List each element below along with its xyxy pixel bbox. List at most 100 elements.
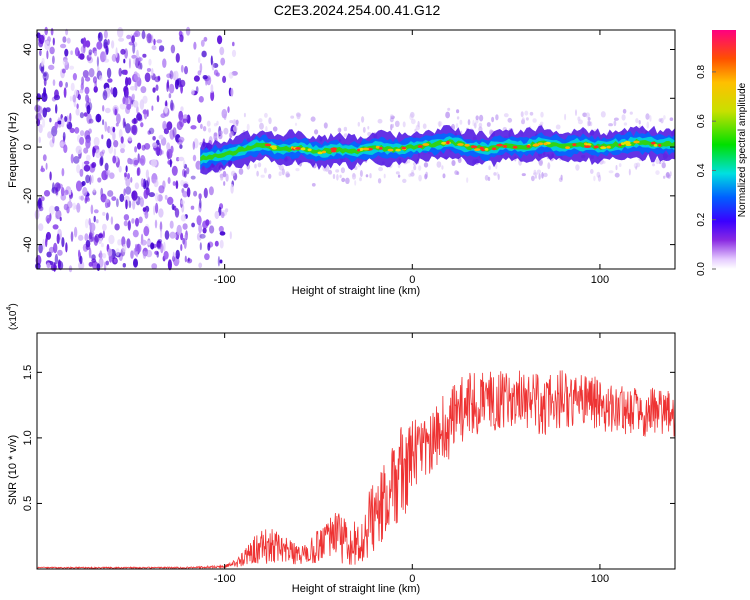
spectrogram-noise-cell [145,169,149,179]
spectrogram-noise-cell [43,190,51,197]
spectrogram-scatter-cell [495,114,499,121]
spectrogram-noise-cell [110,216,114,225]
signal-peak-cell [457,143,464,146]
spectrogram-scatter-cell [295,112,301,117]
spectrogram-noise-cell [190,175,196,180]
spectrogram-noise-cell [131,118,138,125]
spectrogram-noise-cell [102,211,106,216]
signal-peak-cell [446,141,450,145]
spectrogram-noise-cell [80,45,86,54]
spectrogram-noise-cell [46,50,49,60]
spectrogram-noise-cell [191,222,196,228]
spectrogram-noise-cell [183,170,187,178]
svg-text:(x104): (x104) [6,303,19,330]
signal-peak-cell [543,142,548,146]
spectrogram-scatter-cell [586,120,591,127]
spectrogram-noise-cell [163,241,166,252]
spectrogram-noise-cell [199,62,203,73]
spectrogram-noise-cell [135,250,139,258]
spectrogram-noise-cell [172,181,176,186]
spectrogram-noise-cell [139,62,143,70]
spectrogram-scatter-cell [521,117,525,125]
spectrogram-noise-cell [40,165,44,171]
spectrogram-noise-cell [48,64,55,70]
spectrogram-scatter-cell [596,171,601,178]
spectrogram-noise-cell [103,38,108,49]
spectrogram-noise-cell [150,159,158,167]
spectrogram-noise-cell [160,137,167,146]
spectrogram-noise-cell [107,190,114,197]
spectrogram-scatter-cell [264,112,268,118]
spectrogram-scatter-cell [456,116,460,120]
spectrogram-noise-cell [198,57,201,64]
spectrogram-noise-cell [99,157,104,167]
spectrogram-noise-cell [38,37,42,42]
spectrogram-scatter-cell [354,180,357,186]
spectrogram-noise-cell [183,238,187,249]
spectrogram-noise-cell [45,237,48,248]
spectrogram-noise-cell [185,26,191,36]
spectrogram-noise-cell [118,37,125,42]
spectrogram-noise-cell [88,261,94,267]
spectrogram-noise-cell [117,27,124,38]
spectrogram-scatter-cell [455,123,459,129]
spectrogram-scatter-cell [661,162,666,169]
spectrogram-scatter-cell [613,120,617,127]
spectrogram-noise-cell [222,75,227,83]
spectrogram-noise-cell [64,48,69,57]
spectrogram-scatter-cell [281,168,285,176]
spectrogram-noise-cell [101,253,107,259]
spectrogram-noise-cell [156,251,159,258]
spectrogram-noise-cell [180,64,184,73]
spectrogram-noise-cell [84,130,91,141]
spectrogram-noise-cell [123,220,128,227]
spectrogram-noise-cell [69,95,72,102]
spectrogram-noise-cell [204,253,210,261]
spectrogram-noise-cell [134,182,140,190]
spectrogram-noise-cell [104,201,109,209]
snr-y-tick-label: 0.5 [22,496,34,511]
spectrogram-noise-cell [56,233,60,245]
spectrogram-noise-cell [79,53,85,60]
spectrogram-noise-cell [134,146,138,153]
spectrogram-noise-cell [87,96,90,103]
spectrogram-scatter-cell [335,169,340,173]
spectrogram-noise-cell [79,136,85,145]
spectrogram-noise-cell [61,168,65,177]
signal-peak-cell [474,148,481,152]
spectrogram-scatter-cell [230,170,236,177]
spectrogram-noise-cell [73,226,78,238]
spectrogram-scatter-cell [441,165,444,170]
spectrogram-scatter-cell [259,122,264,130]
snr-x-tick-label: 0 [409,573,415,585]
spectrogram-noise-cell [69,112,72,122]
signal-peak-cell [502,145,508,148]
spectrogram-noise-cell [131,93,135,101]
spectrogram-noise-cell [72,73,77,81]
signal-peak-cell [359,148,364,151]
spectrogram-noise-cell [130,177,133,183]
spectrogram-scatter-cell [337,127,342,133]
spectrogram-noise-cell [153,205,156,216]
spectrogram-scatter-cell [442,173,446,179]
spectrogram-noise-cell [168,93,172,99]
spectrogram-noise-cell [61,237,65,248]
spectrogram-noise-cell [155,202,159,214]
spectrogram-noise-cell [99,151,104,157]
spectrogram-noise-cell [96,219,99,224]
signal-peak-cell [317,151,323,155]
signal-peak-cell [526,145,531,148]
spectrogram-noise-cell [148,58,152,66]
spectrogram-scatter-cell [531,175,535,182]
spectrogram-noise-cell [203,36,208,42]
spectrogram-noise-cell [147,130,151,135]
spectrogram-noise-cell [142,207,147,213]
spectrogram-scatter-cell [410,111,415,118]
spectrogram-noise-cell [128,159,135,165]
spectrogram-noise-cell [79,255,83,265]
spectrogram-scatter-cell [649,115,652,122]
spectrogram-noise-cell [159,148,163,156]
spectrogram-noise-cell [135,217,139,227]
spectrogram-noise-cell [196,215,202,226]
spectrogram-scatter-cell [402,121,406,128]
